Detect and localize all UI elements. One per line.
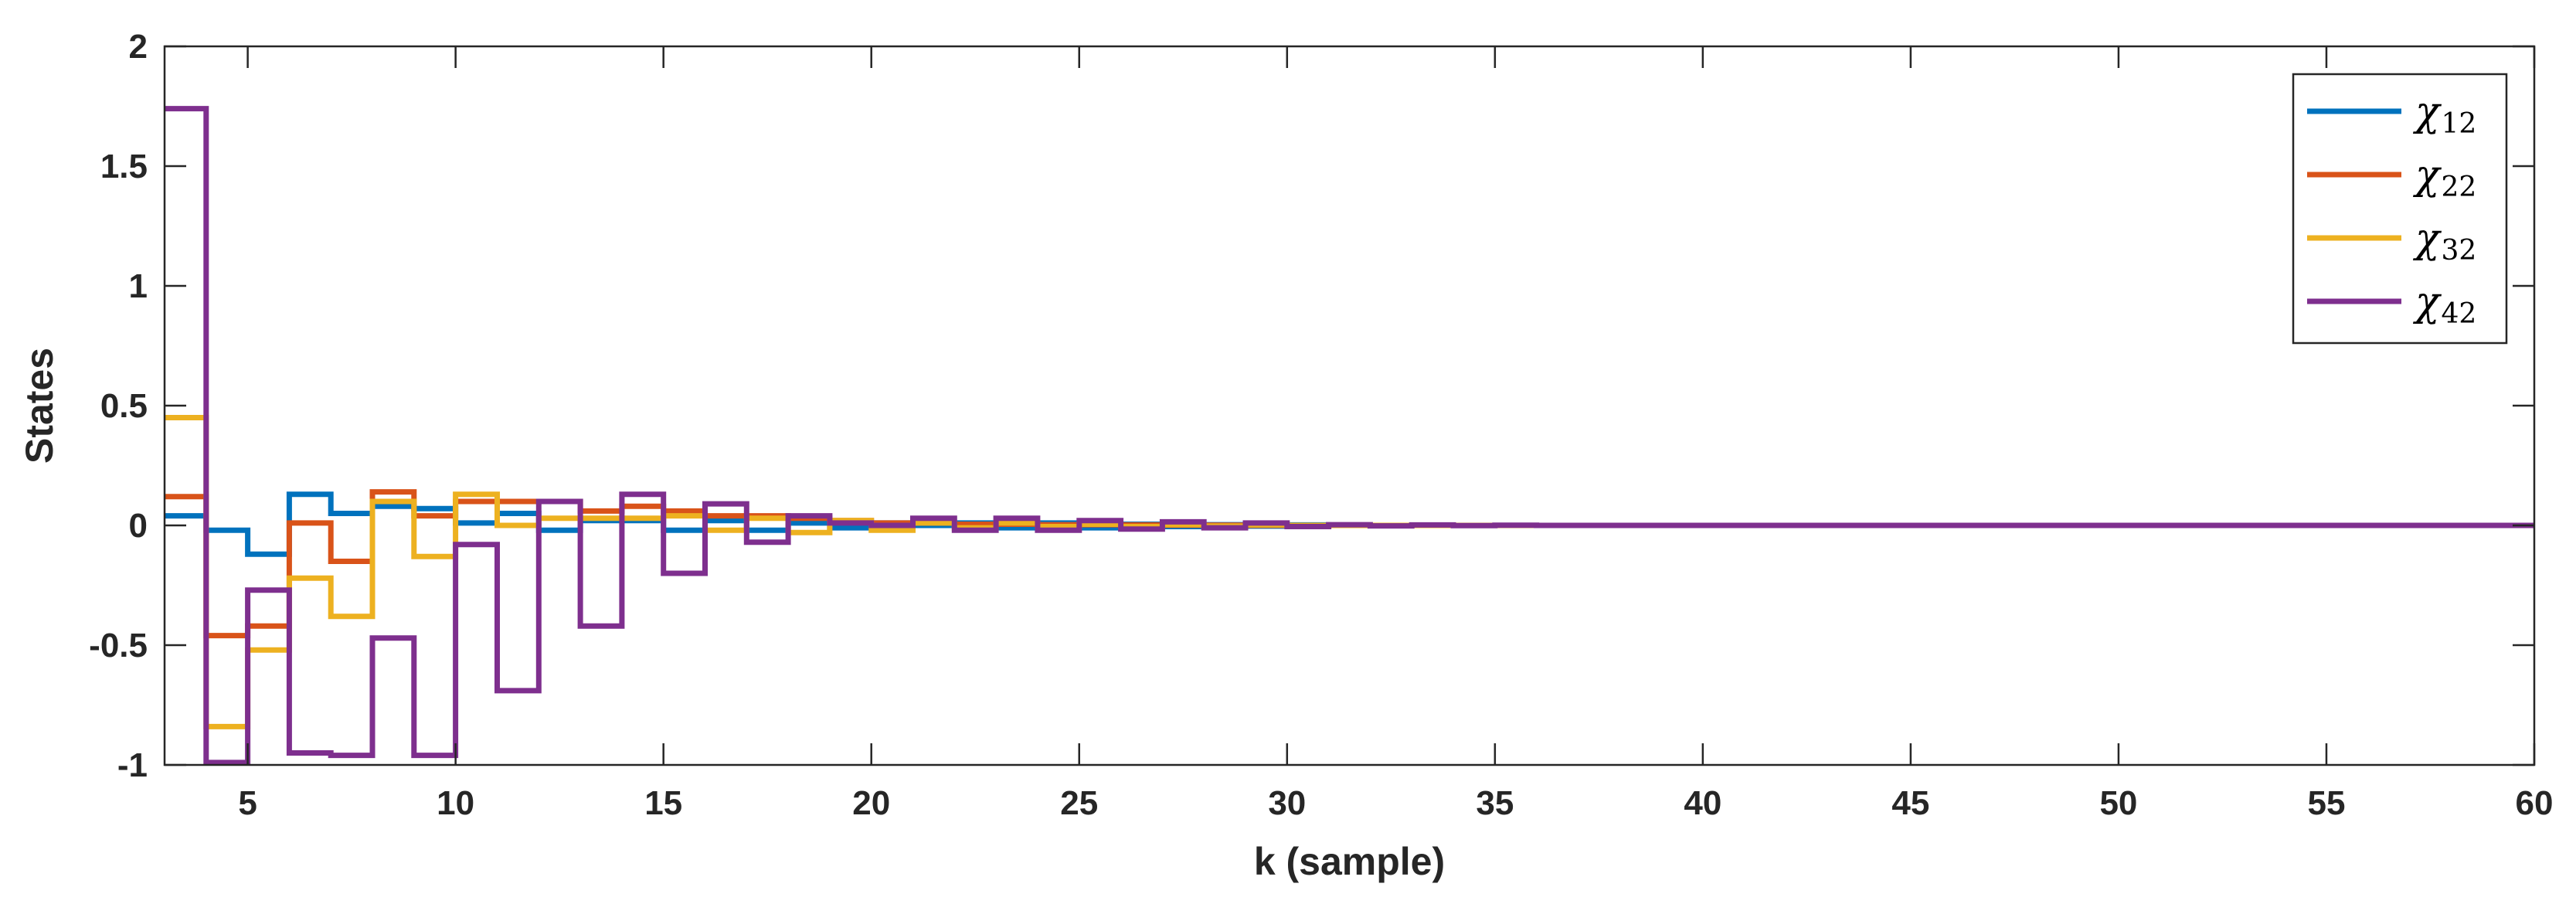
y-tick-label: 1.5 [100, 148, 148, 185]
x-tick-label: 45 [1891, 784, 1929, 822]
x-tick-label: 30 [1268, 784, 1306, 822]
x-axis-label: k (sample) [1254, 840, 1445, 883]
x-tick-label: 60 [2516, 784, 2554, 822]
y-axis-label: States [18, 348, 61, 464]
x-tick-label: 55 [2307, 784, 2345, 822]
series-layer [165, 106, 2534, 766]
legend-label-1: χ12 [2412, 89, 2476, 140]
legend-box [2292, 73, 2508, 345]
y-tick-label: -0.5 [89, 627, 148, 664]
x-tick-label: 40 [1684, 784, 1721, 822]
legend-label-4: χ42 [2412, 279, 2476, 330]
plot-area [165, 46, 2534, 765]
legend-label-2: χ22 [2412, 152, 2476, 203]
legend-label-3: χ32 [2412, 216, 2476, 267]
legend-subscript: 42 [2442, 298, 2477, 330]
y-tick-label: 0 [129, 507, 148, 545]
legend-symbol: χ [2412, 216, 2442, 262]
x-tick-label: 15 [644, 784, 682, 822]
y-tick-label: -1 [117, 746, 148, 784]
x-tick-label: 50 [2099, 784, 2137, 822]
legend-subscript: 22 [2442, 172, 2477, 203]
legend-symbol: χ [2412, 89, 2442, 135]
y-tick-label: 0.5 [100, 387, 148, 425]
legend-subscript: 32 [2442, 235, 2477, 267]
x-tick-label: 10 [437, 784, 474, 822]
x-tick-label: 5 [238, 784, 257, 822]
y-tick-label: 2 [129, 28, 148, 66]
legend-subscript: 12 [2442, 108, 2477, 140]
x-tick-label: 35 [1476, 784, 1514, 822]
series-line-4 [165, 106, 2534, 766]
x-tick-label: 25 [1060, 784, 1098, 822]
y-tick-label: 1 [129, 267, 148, 305]
legend-symbol: χ [2412, 279, 2442, 325]
x-tick-label: 20 [852, 784, 890, 822]
legend-symbol: χ [2412, 152, 2442, 199]
axes-layer: 5 10 15 20 25 30 35 40 45 50 55 60 -1 -0.5 0 0.5 1 1.5 2 k … [18, 28, 2553, 883]
